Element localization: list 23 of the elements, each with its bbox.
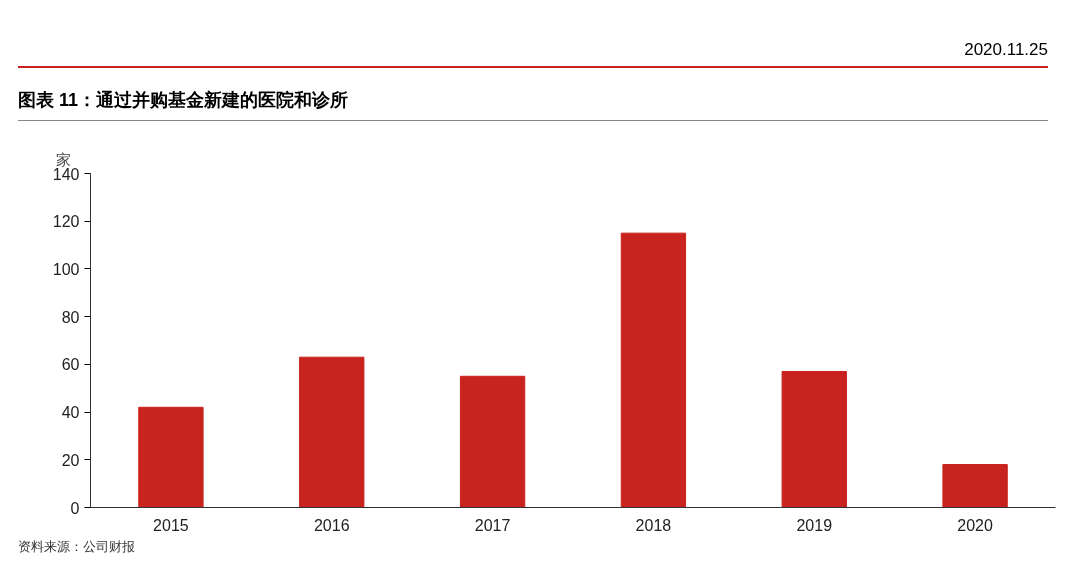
x-tick-label: 2016 — [313, 516, 350, 534]
bar — [781, 371, 847, 508]
text: 2020.11.25 — [18, 38, 1048, 69]
x-tick-label: 2019 — [796, 516, 833, 534]
y-axis-title: 家 — [55, 150, 71, 169]
bar — [138, 406, 204, 508]
x-tick-label: 2018 — [635, 516, 672, 534]
x-tick-label: 2015 — [153, 516, 189, 534]
y-tick-label: 120 — [52, 213, 80, 231]
chart-title: 图表 11：通过并购基金新建的医院和诊所 — [18, 88, 1048, 121]
bar — [459, 375, 526, 508]
text: 资料来源：公司财报 — [18, 538, 135, 556]
y-tick-label: 0 — [70, 499, 80, 517]
y-tick-label: 100 — [52, 260, 80, 278]
bar — [620, 232, 687, 508]
y-tick-label: 60 — [61, 356, 80, 374]
y-tick-label: 20 — [61, 451, 80, 469]
x-tick-label: 2017 — [474, 516, 511, 534]
y-tick-label: 80 — [61, 308, 80, 326]
bar — [299, 356, 365, 508]
bar — [942, 464, 1008, 508]
x-tick-label: 2020 — [957, 516, 993, 534]
y-tick-label: 40 — [61, 404, 80, 422]
